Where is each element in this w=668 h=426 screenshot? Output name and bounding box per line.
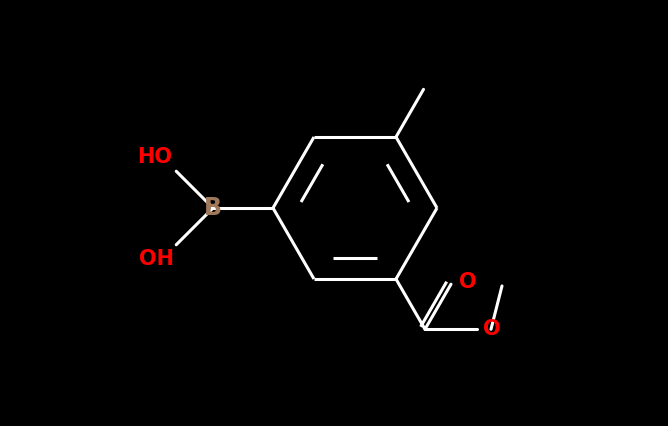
Text: OH: OH [139,249,174,269]
Text: HO: HO [137,147,172,167]
Text: O: O [483,319,500,339]
Text: B: B [204,196,222,220]
Text: O: O [459,272,477,292]
